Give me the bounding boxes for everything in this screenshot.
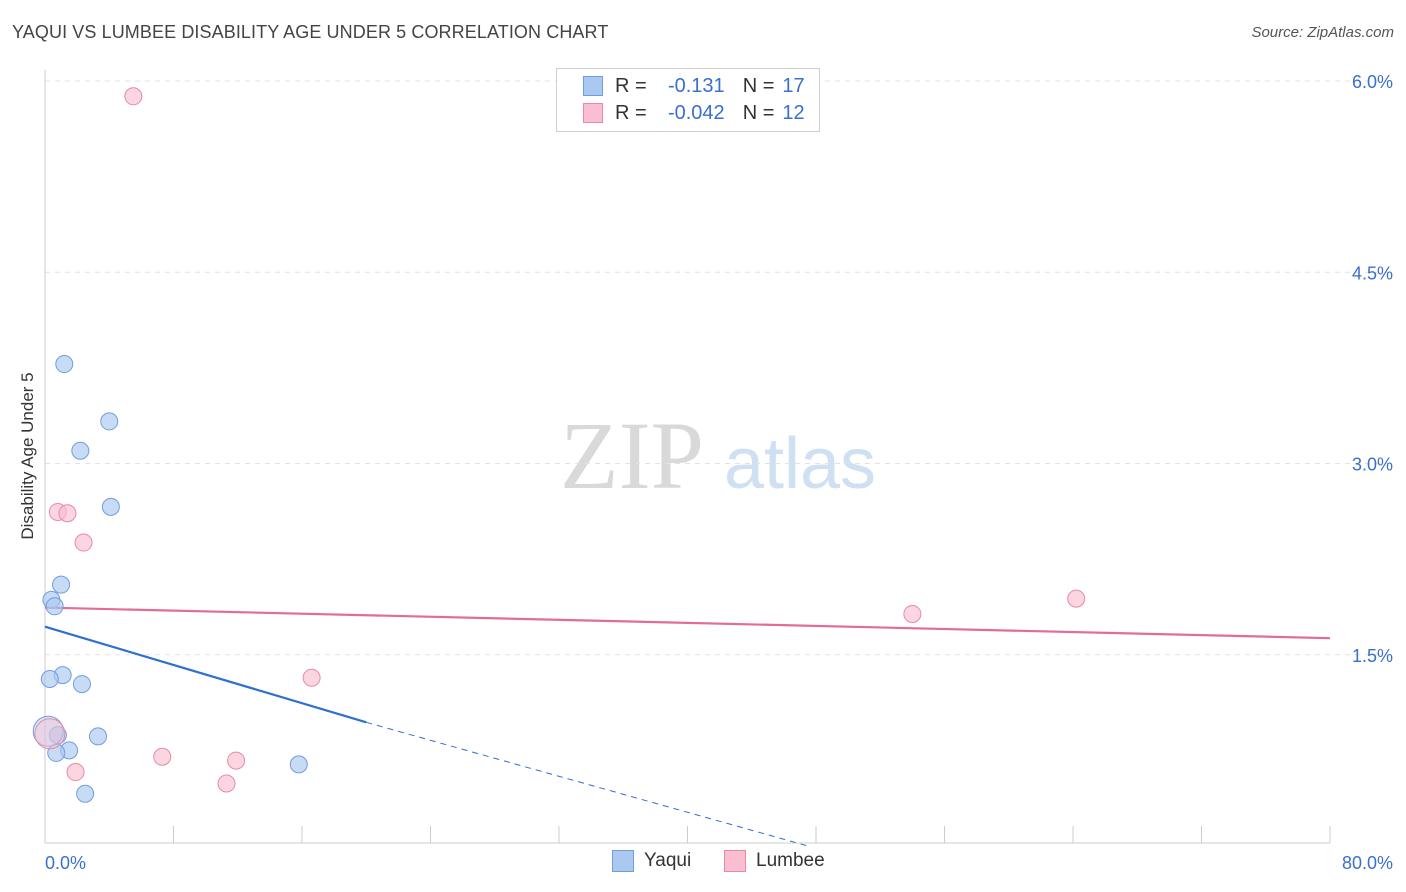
bottom-legend-label-lumbee: Lumbee [756,850,825,871]
point-lumbee [153,747,172,766]
point-lumbee [227,751,246,770]
legend-row-yaqui: R = -0.131 N = 17 [583,73,805,99]
bottom-legend-yaqui: Yaqui [612,850,691,872]
point-yaqui [289,755,308,774]
data-points [32,87,1086,803]
watermark-zip: ZIP [560,402,704,509]
legend-r-value: -0.131 [667,74,725,97]
bottom-legend-swatch-lumbee [724,850,746,872]
y-tick-label: 3.0% [1352,455,1393,475]
point-yaqui [52,575,71,594]
chart-title: YAQUI VS LUMBEE DISABILITY AGE UNDER 5 C… [12,22,609,42]
bottom-legend-label-yaqui: Yaqui [644,850,692,871]
point-lumbee [66,763,85,782]
point-lumbee [74,533,93,552]
trend-line-lumbee [44,606,1331,640]
legend-swatch-yaqui [583,76,603,96]
point-yaqui [100,412,119,431]
legend-swatch-lumbee [583,103,603,123]
bottom-legend-lumbee: Lumbee [724,850,825,872]
point-yaqui [101,497,120,516]
correlation-legend: R = -0.131 N = 17 R = -0.042 N = 12 [556,68,820,132]
legend-r-label: R = [615,74,647,97]
y-tick-label: 6.0% [1352,72,1393,92]
legend-n-value: 17 [782,74,805,97]
point-yaqui [71,441,90,460]
point-lumbee [903,604,922,623]
point-yaqui [55,355,74,374]
x-tick-label-max: 80.0% [1342,853,1393,873]
y-tick-label: 4.5% [1352,263,1393,283]
legend-r-label: R = [615,101,647,124]
tick-labels: 1.5% 3.0% 4.5% 6.0% 0.0% 80.0% [45,72,1393,873]
point-yaqui [89,727,108,746]
point-lumbee [217,774,236,793]
gridlines [45,80,1392,656]
point-yaqui [40,669,59,688]
point-yaqui [32,715,64,747]
trend-line-yaqui [44,625,367,724]
point-yaqui [48,726,67,745]
legend-n-label: N = [742,74,775,97]
point-lumbee [1067,589,1086,608]
point-lumbee [58,504,77,523]
y-tick-label: 1.5% [1352,646,1393,666]
source-label: Source: ZipAtlas.com [1251,24,1394,41]
point-lumbee [302,668,321,687]
x-tick-label-min: 0.0% [45,853,86,873]
trend-line-yaqui-extension [366,721,809,847]
trend-lines [44,606,1331,847]
legend-n-value: 12 [782,101,805,124]
y-axis-label: Disability Age Under 5 [18,372,37,540]
point-lumbee [124,87,143,106]
point-yaqui [76,784,95,803]
bottom-legend-swatch-yaqui [612,850,634,872]
point-lumbee [34,718,66,750]
legend-r-value: -0.042 [667,101,725,124]
legend-n-label: N = [742,101,775,124]
point-yaqui [72,675,91,694]
point-yaqui [45,597,64,616]
legend-row-lumbee: R = -0.042 N = 12 [583,100,805,126]
axes [44,70,1331,844]
